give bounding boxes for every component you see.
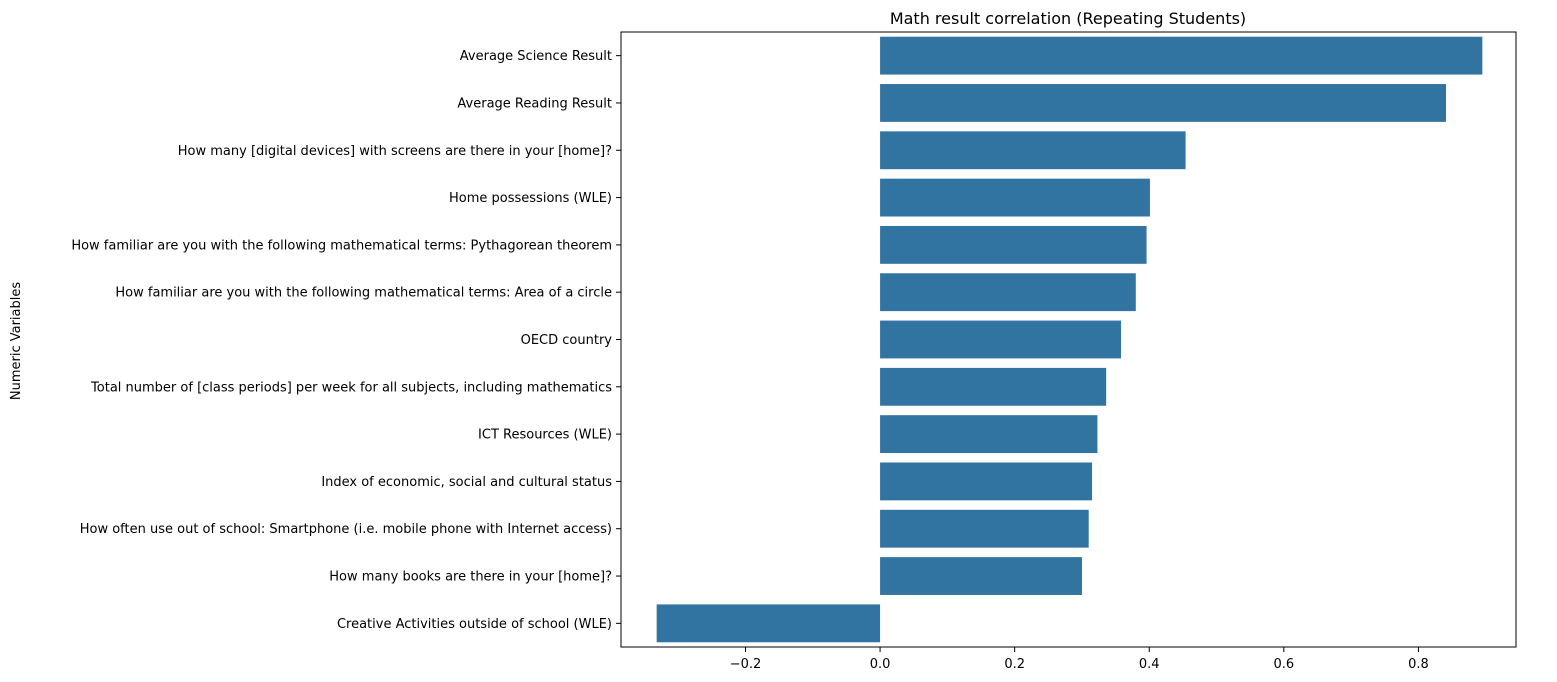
y-tick-label: How many books are there in your [home]? [329, 570, 612, 585]
x-tick-label: 0.6 [1273, 657, 1294, 672]
y-tick-label: ICT Resources (WLE) [478, 428, 612, 443]
y-tick-label: How often use out of school: Smartphone … [80, 522, 612, 537]
y-axis-label: Numeric Variables [9, 282, 24, 400]
bar [880, 178, 1150, 217]
bar [880, 320, 1121, 359]
x-tick-label: 0.2 [1004, 657, 1025, 672]
x-ticks: −0.2 0.0 0.2 0.4 0.6 0.8 [730, 647, 1429, 672]
y-tick-label: Average Reading Result [457, 96, 612, 111]
y-tick-label: OECD country [521, 333, 613, 348]
bar [656, 604, 881, 643]
bar [880, 367, 1107, 406]
bars-group [656, 36, 1483, 643]
x-tick-label: 0.8 [1408, 657, 1429, 672]
bar [880, 225, 1147, 264]
y-tick-label: Home possessions (WLE) [449, 191, 612, 206]
y-tick-label: Index of economic, social and cultural s… [321, 475, 612, 490]
bar [880, 509, 1089, 548]
x-tick-label: −0.2 [730, 657, 762, 672]
bar [880, 84, 1447, 122]
x-tick-label: 0.4 [1139, 657, 1160, 672]
bar [880, 273, 1136, 312]
x-tick-label: 0.0 [870, 657, 891, 672]
bar [880, 557, 1082, 595]
y-tick-label: How many [digital devices] with screens … [178, 144, 612, 159]
y-tick-label: How familiar are you with the following … [115, 286, 612, 301]
chart-title: Math result correlation (Repeating Stude… [890, 9, 1246, 28]
bar [880, 462, 1093, 501]
y-tick-labels: Average Science Result Average Reading Re… [71, 49, 621, 632]
bar [880, 131, 1186, 170]
y-tick-label: How familiar are you with the following … [71, 238, 612, 253]
bar [880, 36, 1483, 75]
y-tick-label: Total number of [class periods] per week… [90, 380, 612, 395]
y-tick-label: Creative Activities outside of school (W… [337, 617, 612, 632]
y-tick-label: Average Science Result [460, 49, 612, 64]
bar [880, 415, 1098, 454]
plot-frame [620, 31, 1517, 648]
